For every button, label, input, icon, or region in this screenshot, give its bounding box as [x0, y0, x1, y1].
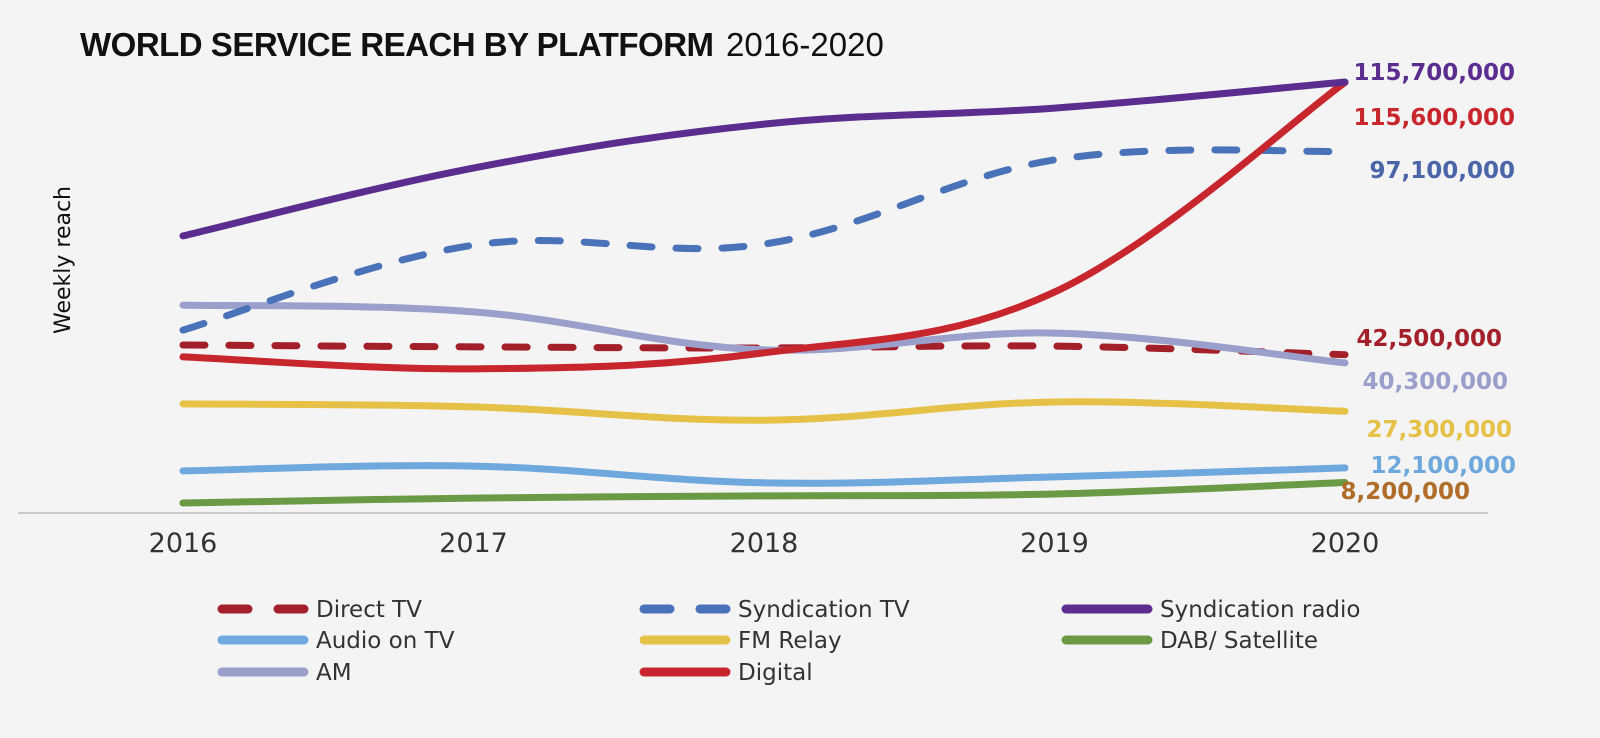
legend-label: Syndication TV: [738, 597, 910, 623]
x-tick-label: 2017: [439, 528, 508, 559]
legend-item-am[interactable]: AM: [217, 660, 352, 686]
end-label-direct-tv: 42,500,000: [1356, 326, 1502, 352]
legend-item-syndication-radio[interactable]: Syndication radio: [1061, 597, 1361, 623]
legend-label: Audio on TV: [316, 628, 455, 654]
chart-title-bold: WORLD SERVICE REACH BY PLATFORM: [80, 26, 714, 63]
end-label-syndication-radio: 115,700,000: [1353, 60, 1515, 86]
legend-item-fm-relay[interactable]: FM Relay: [639, 628, 842, 654]
series-line-dab-satellite: [179, 478, 1349, 507]
legend-item-direct-tv[interactable]: Direct TV: [217, 597, 422, 623]
legend-label: Digital: [738, 660, 813, 686]
end-label-dab-satellite: 8,200,000: [1341, 479, 1471, 505]
legend-label: FM Relay: [738, 628, 842, 654]
x-tick-label: 2018: [730, 528, 799, 559]
end-labels: 115,700,000 115,600,000 97,100,000 42,500,0…: [1341, 60, 1517, 505]
series-line-audio-on-tv: [179, 462, 1349, 487]
x-axis-ticks: 2016 2017 2018 2019 2020: [149, 528, 1380, 559]
x-tick-label: 2016: [149, 528, 218, 559]
y-axis-label: Weekly reach: [51, 186, 76, 334]
series-line-syndication-tv: [179, 146, 1349, 334]
x-tick-label: 2020: [1311, 528, 1380, 559]
legend-label: AM: [316, 660, 352, 686]
series-line-digital: [179, 78, 1349, 373]
series-line-direct-tv: [179, 341, 1349, 359]
end-label-am: 40,300,000: [1362, 369, 1508, 395]
x-tick-label: 2019: [1020, 528, 1089, 559]
legend-label: Syndication radio: [1160, 597, 1361, 623]
legend-item-syndication-tv[interactable]: Syndication TV: [639, 597, 910, 623]
legend-label: Direct TV: [316, 597, 422, 623]
legend-item-dab-satellite[interactable]: DAB/ Satellite: [1061, 628, 1318, 654]
series-group: [179, 78, 1349, 507]
end-label-syndication-tv: 97,100,000: [1369, 158, 1515, 184]
end-label-digital: 115,600,000: [1353, 105, 1515, 131]
legend-label: DAB/ Satellite: [1160, 628, 1318, 654]
series-line-fm-relay: [179, 398, 1349, 424]
legend: Direct TV Syndication TV Syndication radio…: [217, 597, 1361, 686]
legend-item-digital[interactable]: Digital: [639, 660, 813, 686]
end-label-fm-relay: 27,300,000: [1366, 417, 1512, 443]
chart-title-years: 2016-2020: [726, 26, 884, 63]
series-line-syndication-radio: [179, 78, 1349, 240]
end-label-audio-on-tv: 12,100,000: [1370, 453, 1516, 479]
chart-title: WORLD SERVICE REACH BY PLATFORM 2016-202…: [80, 26, 884, 63]
legend-item-audio-on-tv[interactable]: Audio on TV: [217, 628, 455, 654]
